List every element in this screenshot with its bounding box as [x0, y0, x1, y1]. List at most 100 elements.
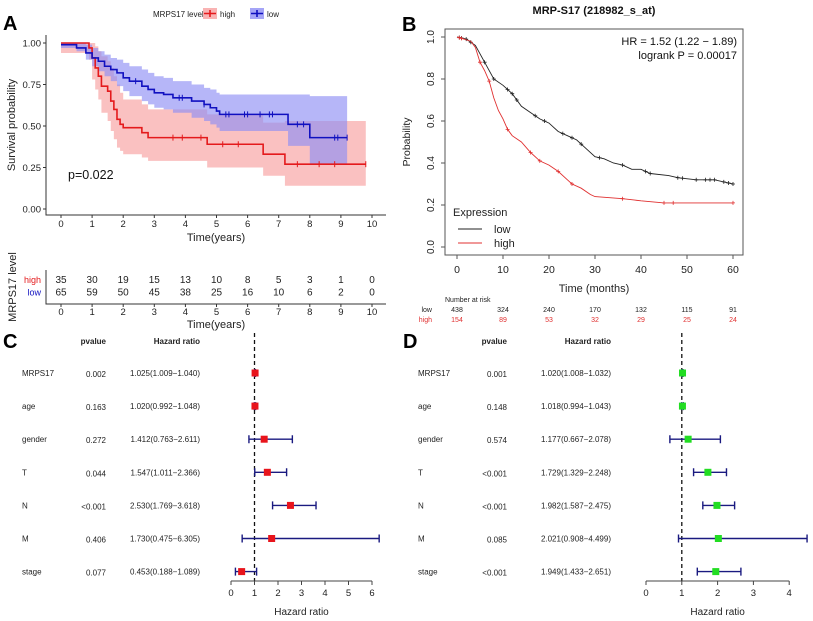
x-axis-label: Time (months) — [559, 283, 630, 295]
hazard-ratio-point — [286, 501, 294, 509]
variable-label: M — [418, 535, 425, 544]
risk-x-axis-label: Time(years) — [187, 319, 245, 331]
pvalue: 0.002 — [86, 370, 107, 379]
hazard-ratio-text: 1.020(0.992−1.048) — [130, 402, 200, 411]
risk-count: 35 — [55, 275, 67, 286]
risk-count: 6 — [307, 288, 313, 299]
censor-mark-low — [731, 182, 735, 186]
y-tick-label: 0.2 — [426, 198, 437, 212]
hazard-ratio-point — [684, 435, 692, 443]
hazard-ratio-point — [704, 468, 712, 476]
axis-lines — [45, 35, 386, 216]
risk-count: 2 — [338, 288, 344, 299]
x-tick-label: 1 — [89, 219, 94, 230]
risk-count: 10 — [211, 275, 223, 286]
censor-mark-low — [514, 98, 519, 102]
hazard-ratio-text: 1.949(1.433−2.651) — [541, 568, 611, 577]
x-tick-label: 5 — [214, 219, 219, 230]
censor-mark-low — [542, 119, 547, 123]
x-tick-label: 3 — [751, 588, 756, 599]
hazard-ratio-text: 0.453(0.188−1.089) — [130, 568, 200, 577]
censor-mark-low — [491, 77, 496, 81]
x-tick-label: 9 — [338, 219, 343, 230]
variable-label: stage — [22, 568, 42, 577]
risk-x-tick-label: 9 — [338, 307, 343, 318]
y-tick-label: 0.50 — [23, 122, 42, 133]
hazard-ratio-point — [678, 402, 686, 410]
hazard-ratio-text: 1.018(0.994−1.043) — [541, 402, 611, 411]
chart-title: MRP-S17 (218982_s_at) — [533, 5, 656, 17]
censor-mark-low — [560, 131, 565, 136]
censor-mark-high — [671, 200, 676, 205]
risk-count: 53 — [545, 317, 553, 324]
x-tick-label: 50 — [681, 264, 693, 276]
hazard-ratio-point — [679, 369, 687, 377]
censor-mark-high — [570, 182, 574, 186]
x-axis-label: Hazard ratio — [690, 607, 745, 618]
variable-label: MRPS17 — [22, 369, 55, 378]
censor-mark-low — [643, 169, 648, 174]
x-tick-label: 6 — [245, 219, 250, 230]
censor-mark-low — [533, 113, 538, 118]
risk-row-label-low: low — [27, 288, 41, 298]
risk-count: 24 — [729, 317, 737, 324]
risk-y-axis-label: MRPS17 level — [7, 252, 19, 322]
variable-label: T — [418, 468, 423, 477]
hazard-ratio-text: 1.177(0.667−2.078) — [541, 435, 611, 444]
y-tick-label: 0.6 — [426, 114, 437, 128]
y-tick-label: 0.75 — [23, 80, 42, 91]
censor-mark-low — [579, 142, 584, 147]
x-tick-label: 8 — [307, 219, 312, 230]
legend-title: Expression — [453, 207, 507, 219]
risk-count: 25 — [683, 317, 691, 324]
risk-row-label-high: high — [419, 317, 432, 324]
x-tick-label: 3 — [152, 219, 157, 230]
hazard-ratio-annotation: HR = 1.52 (1.22 − 1.89) — [621, 36, 737, 48]
risk-count: 0 — [369, 275, 375, 286]
pvalue: <0.001 — [482, 569, 507, 578]
risk-count: 0 — [369, 288, 375, 299]
logrank-p-annotation: logrank P = 0.00017 — [638, 50, 737, 62]
risk-x-tick-label: 0 — [58, 307, 63, 318]
censor-mark-high — [620, 196, 625, 201]
risk-count: 89 — [499, 317, 507, 324]
confidence-interval — [241, 534, 380, 543]
risk-count: 65 — [55, 288, 67, 299]
x-tick-label: 20 — [543, 264, 555, 276]
pvalue: 0.163 — [86, 403, 107, 412]
hazard-ratio-point — [714, 535, 722, 542]
hazard-ratio-point — [238, 568, 246, 576]
censor-mark-low — [726, 180, 731, 185]
censor-mark-high — [731, 200, 735, 205]
x-tick-label: 0 — [454, 264, 460, 276]
risk-count: 1 — [338, 275, 344, 286]
hazard-ratio-point — [263, 468, 271, 476]
x-tick-label: 1 — [679, 588, 684, 599]
risk-count: 438 — [451, 307, 463, 314]
hazard-ratio-text: 1.982(1.587−2.475) — [541, 501, 611, 510]
hazard-ratio-text: 1.412(0.763−2.611) — [131, 435, 201, 444]
panel-label-b: B — [402, 14, 416, 36]
hazard-ratio-text: 2.021(0.908−4.499) — [541, 535, 611, 544]
censor-mark-high — [478, 60, 482, 65]
risk-count: 50 — [118, 288, 130, 299]
risk-count: 45 — [149, 288, 161, 299]
risk-count: 115 — [681, 307, 692, 314]
x-tick-label: 0 — [643, 588, 648, 599]
risk-count: 154 — [451, 317, 463, 324]
x-axis-label: Hazard ratio — [274, 607, 329, 618]
censor-mark-high — [459, 36, 464, 41]
x-tick-label: 60 — [727, 264, 739, 276]
hazard-ratio-point — [712, 568, 720, 576]
legend-label-low: low — [494, 224, 511, 236]
variable-label: MRPS17 — [418, 369, 451, 378]
risk-count: 5 — [276, 275, 282, 286]
censor-mark-low — [597, 155, 602, 160]
risk-x-tick-label: 2 — [121, 307, 126, 318]
y-tick-label: 1.0 — [426, 30, 437, 44]
censor-mark-high — [457, 35, 462, 40]
hazard-ratio-point — [251, 369, 259, 377]
panel-label-d: D — [403, 331, 417, 353]
hazard-ratio-point — [251, 402, 259, 410]
pvalue: 0.044 — [86, 469, 107, 478]
